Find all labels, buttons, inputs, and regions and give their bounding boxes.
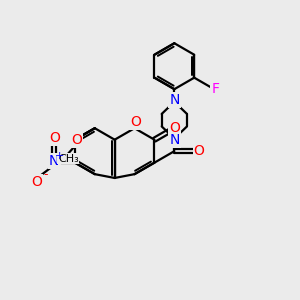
Text: F: F [212, 82, 220, 96]
Text: O: O [71, 133, 82, 147]
Text: O: O [194, 144, 205, 158]
Text: N: N [169, 93, 179, 107]
Text: O: O [32, 175, 42, 189]
Text: CH₃: CH₃ [58, 154, 79, 164]
Text: O: O [169, 121, 180, 135]
Text: N: N [49, 154, 59, 168]
Text: +: + [55, 151, 64, 160]
Text: -: - [44, 168, 48, 181]
Text: N: N [169, 133, 179, 147]
Text: O: O [49, 131, 60, 145]
Text: O: O [130, 115, 142, 129]
